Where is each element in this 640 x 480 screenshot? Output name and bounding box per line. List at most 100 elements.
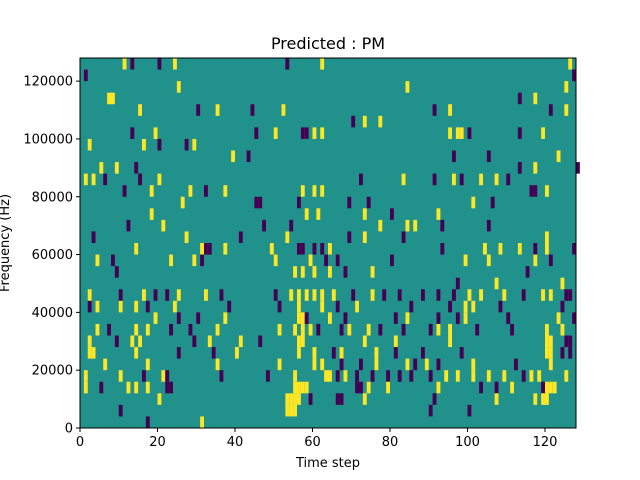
heatmap-cell: [560, 323, 565, 336]
heatmap-cell: [103, 358, 108, 371]
heatmap-cell: [320, 358, 325, 371]
heatmap-cell: [541, 381, 545, 394]
heatmap-cell: [215, 104, 220, 116]
heatmap-cell: [165, 370, 170, 382]
heatmap-cell: [312, 243, 317, 255]
heatmap-cell: [95, 323, 100, 336]
heatmap-cell: [564, 335, 569, 348]
y-tick-label: 60000: [32, 248, 73, 263]
heatmap-cell: [300, 335, 305, 348]
heatmap-cell: [165, 289, 170, 301]
heatmap-cell: [370, 370, 375, 382]
heatmap-cell: [564, 81, 569, 93]
heatmap-cell: [568, 58, 573, 70]
heatmap-cell: [436, 289, 441, 301]
heatmap-cell: [455, 127, 460, 139]
heatmap-cell: [564, 370, 569, 382]
heatmap-cell: [297, 289, 301, 301]
heatmap-cell: [564, 289, 569, 301]
heatmap-cell: [87, 289, 92, 301]
plot-frame: [79, 57, 577, 429]
heatmap-cell: [335, 300, 340, 313]
heatmap-cell: [219, 370, 224, 382]
heatmap-cell: [153, 127, 158, 139]
heatmap-cell: [134, 300, 139, 313]
heatmap-cell: [370, 266, 375, 278]
heatmap-cell: [533, 393, 538, 405]
heatmap-cell: [498, 300, 503, 313]
y-tick-label: 120000: [23, 75, 73, 90]
heatmap-cell: [382, 289, 387, 301]
heatmap-cell: [459, 173, 464, 186]
heatmap-cell: [300, 312, 305, 324]
heatmap-cell: [393, 312, 398, 324]
heatmap-cell: [467, 404, 472, 417]
heatmap-cell: [188, 323, 193, 336]
y-axis-label: Frequency (Hz): [0, 194, 13, 292]
heatmap-cell: [471, 358, 476, 371]
heatmap-cell: [374, 358, 379, 371]
heatmap-cell: [297, 335, 301, 348]
heatmap-cell: [343, 370, 348, 382]
heatmap-cell: [444, 370, 449, 382]
heatmap-cell: [184, 231, 189, 243]
heatmap-cell: [459, 127, 464, 139]
heatmap-cell: [405, 358, 410, 371]
heatmap-cell: [362, 335, 367, 348]
heatmap-cell: [145, 300, 150, 313]
heatmap-cell: [548, 335, 553, 348]
heatmap-cell: [207, 335, 212, 348]
heatmap-cell: [312, 347, 317, 359]
heatmap-cell: [300, 266, 305, 278]
heatmap-cell: [351, 115, 356, 128]
heatmap-cell: [572, 312, 576, 324]
heatmap-cell: [328, 370, 332, 382]
heatmap-cell: [204, 289, 208, 301]
heatmap-cell: [176, 347, 181, 359]
heatmap-cell: [393, 335, 398, 348]
y-tick-label: 80000: [32, 190, 73, 205]
heatmap-cell: [366, 381, 371, 394]
heatmap-cell: [223, 185, 228, 197]
heatmap-cell: [130, 335, 135, 348]
heatmap-cell: [312, 289, 317, 301]
heatmap-cell: [390, 208, 394, 220]
heatmap-cell: [87, 347, 92, 359]
heatmap-cell: [541, 289, 545, 301]
heatmap-cell: [277, 323, 282, 336]
heatmap-cell: [320, 289, 325, 301]
heatmap-cell: [320, 127, 325, 139]
heatmap-cell: [510, 381, 514, 394]
heatmap-cell: [440, 219, 445, 232]
heatmap-cell: [362, 393, 367, 405]
heatmap-cell: [107, 323, 111, 336]
heatmap-cell: [494, 393, 499, 405]
heatmap-cell: [142, 289, 146, 301]
heatmap-cell: [192, 335, 197, 348]
heatmap-cell: [91, 173, 96, 186]
heatmap-cell: [157, 173, 162, 186]
heatmap-cell: [320, 58, 325, 70]
heatmap-cell: [494, 381, 499, 394]
heatmap-cell: [316, 323, 321, 336]
heatmap-cell: [525, 266, 530, 278]
heatmap-cell: [277, 358, 282, 371]
heatmap-cell: [215, 358, 220, 371]
heatmap-cell: [87, 335, 92, 348]
heatmap-cell: [83, 370, 88, 382]
heatmap-cell: [157, 393, 162, 405]
heatmap-cell: [545, 323, 549, 336]
heatmap-cell: [452, 173, 456, 186]
heatmap-cell: [378, 323, 383, 336]
heatmap-cell: [223, 243, 228, 255]
heatmap-cell: [339, 347, 344, 359]
heatmap-cell: [347, 196, 352, 209]
heatmap-cell: [339, 393, 344, 405]
heatmap-cell: [227, 300, 232, 313]
heatmap-cell: [308, 254, 313, 267]
heatmap-cell: [355, 370, 359, 382]
plot-area: [79, 57, 580, 429]
heatmap-cell: [293, 393, 297, 405]
heatmap-cell: [196, 312, 201, 324]
heatmap-cell: [560, 277, 565, 290]
